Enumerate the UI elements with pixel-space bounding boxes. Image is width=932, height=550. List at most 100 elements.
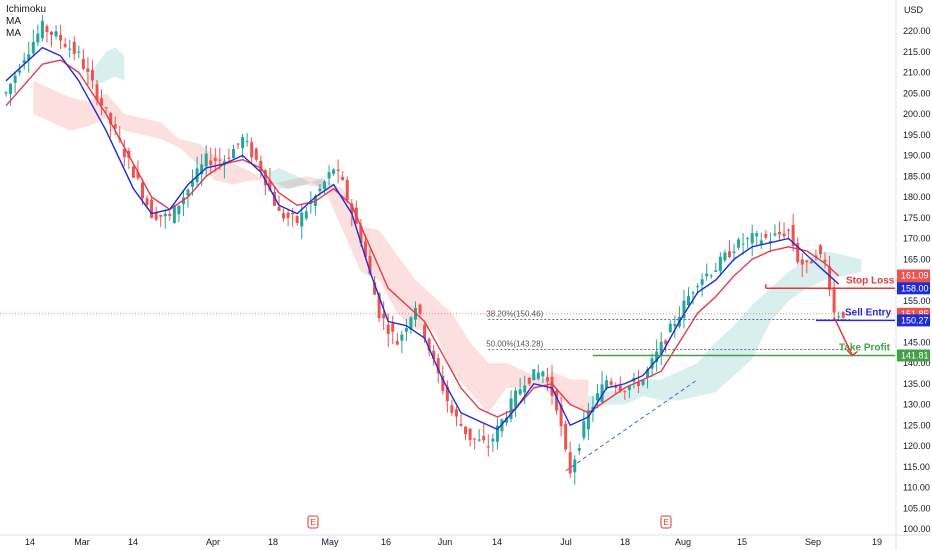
price-tick-label: 105.00 (903, 503, 931, 513)
candle-body (13, 75, 17, 83)
candle-body (755, 233, 759, 237)
candle-body (727, 251, 731, 258)
candle-body (573, 459, 577, 473)
candle-body (623, 391, 627, 393)
candle-body (131, 166, 135, 178)
candle-body (204, 153, 208, 167)
price-tick-label: 155.00 (903, 296, 931, 306)
time-tick-label: 14 (492, 537, 502, 547)
price-tick-label: 195.00 (903, 130, 931, 140)
candle-body (263, 170, 267, 186)
price-tick-label: 115.00 (903, 462, 930, 472)
candle-body (641, 379, 645, 385)
candle-body (77, 51, 81, 53)
price-tick-label: 130.00 (903, 400, 931, 410)
candle-body (191, 181, 195, 187)
candle-body (54, 31, 58, 37)
candle-body (627, 385, 631, 391)
time-tick-label: 15 (737, 537, 747, 547)
candle-body (687, 296, 690, 306)
candle-body (668, 323, 672, 333)
price-tick-label: 220.00 (903, 26, 931, 36)
candle-body (477, 439, 481, 441)
candle-body (81, 58, 85, 69)
candle-body (741, 243, 745, 245)
candle-body (90, 69, 94, 81)
legend-ma-1[interactable]: MA (6, 16, 21, 27)
ichimoku-cloud-bullish (269, 167, 325, 189)
candle-body (300, 212, 304, 227)
candle-body (9, 83, 13, 94)
candle-body (100, 98, 104, 106)
currency-label: USD (904, 5, 924, 15)
candle-body (68, 48, 72, 50)
candle-body (277, 206, 281, 211)
time-tick-label: May (321, 537, 339, 547)
candle-body (227, 157, 231, 159)
candle-body (450, 405, 454, 413)
candle-body (800, 259, 804, 265)
candle-body (391, 323, 395, 332)
candle-body (268, 179, 272, 191)
time-tick-label: Jul (560, 537, 572, 547)
candle-body (814, 255, 818, 257)
candle-body (568, 452, 572, 474)
price-badge-label: 158.00 (901, 283, 929, 293)
candle-body (109, 112, 113, 125)
candle-body (723, 252, 727, 261)
candle-body (72, 41, 76, 54)
candle-body (86, 68, 90, 72)
candle-body (423, 324, 427, 339)
candle-body (691, 292, 695, 294)
candle-body (759, 240, 763, 245)
price-axis[interactable]: 100.00 105.00 110.00 115.00 120.00 125.00 130.… (903, 26, 931, 534)
candle-body (832, 287, 836, 313)
candle-body (168, 214, 172, 217)
candle-body (764, 233, 768, 238)
price-badge (897, 314, 930, 327)
moving-average-slow-line (5, 59, 840, 418)
time-tick-label: Apr (206, 537, 220, 547)
candle-body (318, 188, 322, 192)
price-tick-label: 135.00 (903, 379, 931, 389)
candle-body (659, 341, 663, 356)
earnings-marker-label: E (310, 518, 315, 527)
stop-loss-label: Stop Loss (846, 275, 895, 286)
candle-body (291, 212, 295, 215)
candle-body (559, 404, 563, 427)
candle-body (36, 33, 40, 43)
legend-ichimoku[interactable]: Ichimoku (6, 4, 47, 15)
candle-body (309, 201, 313, 205)
candle-body (272, 191, 276, 206)
projection-arrow (833, 317, 853, 356)
candle-body (282, 213, 286, 219)
candle-body (454, 409, 458, 417)
candle-body (195, 168, 199, 182)
price-tick-label: 210.00 (903, 68, 931, 78)
legend-ma-2[interactable]: MA (6, 28, 21, 39)
candle-body (113, 124, 117, 129)
candle-body (341, 176, 345, 181)
candle-body (386, 324, 390, 334)
candle-body (787, 229, 791, 231)
candle-body (323, 181, 326, 190)
candle-body (122, 148, 126, 158)
candle-body (555, 390, 559, 411)
candle-body (473, 438, 477, 440)
candle-body (445, 386, 449, 402)
time-axis[interactable]: 14 Mar 14 Apr 18 May 16 Jun 14 Jul 18 Aug 15 Sep 19 E E (25, 515, 882, 547)
candle-body (213, 157, 217, 162)
candle-body (427, 338, 431, 351)
time-tick-label: 18 (620, 537, 630, 547)
candle-body (646, 369, 650, 378)
candle-body (27, 54, 31, 60)
candle-body (436, 358, 440, 374)
candle-body (373, 282, 377, 295)
price-tick-label: 205.00 (903, 88, 931, 98)
moving-average-fast-line (5, 46, 840, 431)
price-badge-label: 161.09 (901, 270, 929, 280)
price-tick-label: 175.00 (903, 213, 931, 223)
candle-body (600, 384, 604, 402)
candle-body (650, 358, 654, 369)
